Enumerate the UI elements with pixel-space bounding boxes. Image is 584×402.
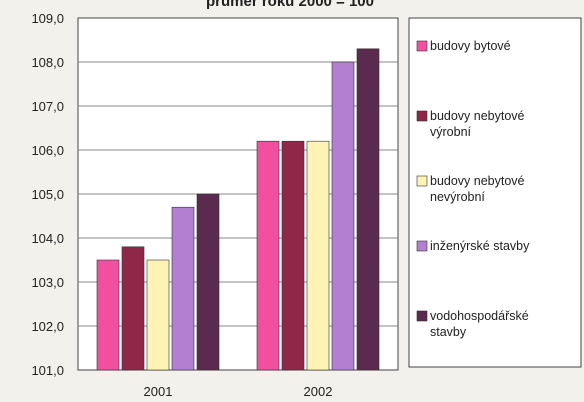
bar [121, 246, 145, 371]
y-axis-ticks: 101,0 102,0 103,0 104,0 105,0 106,0 107,0 108,0… [31, 11, 64, 378]
legend: budovy bytové budovy nebytové výrobní budov… [416, 39, 530, 339]
x-tick-label: 2001 [144, 384, 173, 399]
bar [256, 140, 280, 371]
legend-label: budovy nebytové výrobní [430, 109, 525, 139]
y-tick-label: 105,0 [31, 187, 64, 202]
legend-swatch [416, 240, 428, 252]
legend-label: budovy bytové [430, 39, 511, 53]
legend-swatch [416, 310, 428, 322]
x-tick-label: 2002 [304, 384, 333, 399]
legend-swatch [416, 40, 428, 52]
legend-swatch [416, 175, 428, 187]
bar [306, 140, 330, 371]
bar [171, 206, 195, 371]
bar [356, 48, 380, 371]
legend-box [408, 17, 582, 368]
y-tick-label: 101,0 [31, 363, 64, 378]
y-tick-label: 109,0 [31, 11, 64, 26]
legend-label: vodohospodářské stavby [430, 309, 529, 339]
y-tick-label: 108,0 [31, 55, 64, 70]
bar [196, 193, 220, 371]
x-axis-ticks: 2001 2002 [144, 384, 333, 399]
legend-label: inženýrské stavby [430, 239, 530, 253]
legend-label: budovy nebytové nevýrobní [430, 174, 525, 204]
bar [146, 259, 170, 371]
bar [96, 259, 120, 371]
y-tick-label: 104,0 [31, 231, 64, 246]
y-tick-label: 106,0 [31, 143, 64, 158]
y-tick-label: 102,0 [31, 319, 64, 334]
y-tick-label: 103,0 [31, 275, 64, 290]
bar [281, 140, 305, 371]
bars [96, 48, 380, 371]
legend-swatch [416, 110, 428, 122]
chart-title: průměr roku 2000 = 100 [206, 0, 374, 10]
bar [331, 61, 355, 371]
y-tick-label: 107,0 [31, 99, 64, 114]
